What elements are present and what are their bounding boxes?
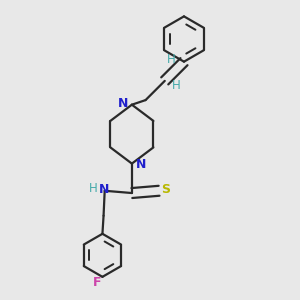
Text: F: F [92, 276, 101, 289]
Text: H: H [167, 53, 176, 66]
Text: N: N [98, 183, 109, 196]
Text: N: N [136, 158, 146, 171]
Text: N: N [118, 97, 128, 110]
Text: H: H [172, 79, 181, 92]
Text: H: H [89, 182, 98, 195]
Text: S: S [161, 183, 170, 196]
